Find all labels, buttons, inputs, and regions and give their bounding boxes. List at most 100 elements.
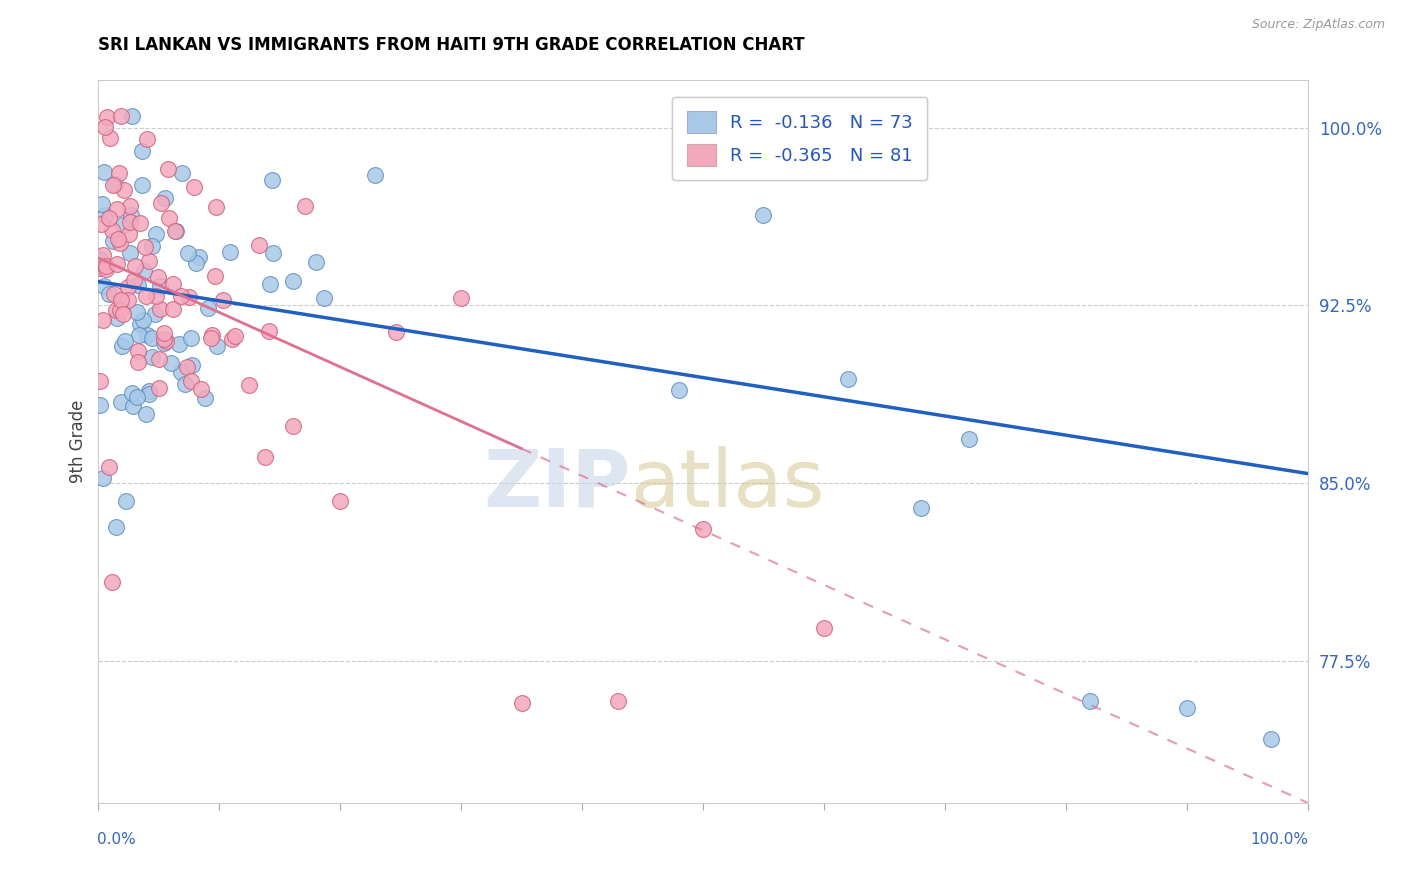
Point [91, 197, 114, 211]
Point [141, 239, 163, 253]
Point [128, 216, 150, 230]
Point [201, 328, 224, 343]
Point [1175, 701, 1198, 715]
Point [138, 254, 160, 268]
Point [1260, 731, 1282, 746]
Point [155, 334, 177, 348]
Point [145, 227, 167, 241]
Point [813, 621, 835, 635]
Point [97, 286, 120, 301]
Text: Source: ZipAtlas.com: Source: ZipAtlas.com [1251, 18, 1385, 31]
Point [94, 120, 117, 134]
Point [173, 376, 195, 391]
Point [281, 274, 304, 288]
Point [89, 398, 111, 412]
Point [122, 399, 145, 413]
Point [127, 277, 149, 292]
Point [96, 110, 118, 124]
Point [219, 244, 242, 259]
Point [124, 259, 146, 273]
Point [143, 307, 166, 321]
Point [186, 256, 208, 270]
Point [165, 224, 187, 238]
Point [118, 227, 141, 242]
Point [138, 384, 160, 399]
Point [134, 263, 156, 277]
Point [97, 211, 120, 226]
Point [112, 183, 135, 197]
Point [108, 302, 131, 317]
Point [121, 386, 143, 401]
Point [254, 450, 277, 464]
Point [103, 287, 125, 301]
Point [149, 195, 172, 210]
Point [165, 224, 187, 238]
Point [510, 696, 533, 710]
Point [176, 360, 198, 375]
Point [247, 237, 270, 252]
Point [89, 374, 111, 388]
Point [188, 250, 211, 264]
Point [90, 217, 112, 231]
Point [153, 332, 176, 346]
Text: SRI LANKAN VS IMMIGRANTS FROM HAITI 9TH GRADE CORRELATION CHART: SRI LANKAN VS IMMIGRANTS FROM HAITI 9TH … [98, 36, 806, 54]
Point [114, 334, 136, 348]
Point [111, 307, 134, 321]
Text: atlas: atlas [630, 446, 825, 524]
Point [262, 245, 284, 260]
Point [91, 248, 114, 262]
Point [607, 694, 630, 708]
Point [141, 350, 163, 364]
Point [837, 372, 859, 386]
Point [153, 191, 176, 205]
Point [162, 301, 184, 316]
Point [224, 329, 246, 343]
Point [117, 280, 139, 294]
Point [167, 336, 190, 351]
Point [160, 356, 183, 370]
Point [204, 268, 226, 283]
Point [136, 132, 159, 146]
Point [257, 324, 280, 338]
Point [104, 520, 127, 534]
Point [105, 303, 128, 318]
Point [157, 162, 180, 177]
Point [89, 252, 111, 266]
Point [385, 325, 408, 339]
Point [94, 208, 117, 222]
Point [149, 302, 172, 317]
Point [110, 293, 132, 307]
Point [138, 386, 160, 401]
Point [752, 208, 775, 222]
Point [98, 131, 121, 145]
Point [205, 339, 228, 353]
Point [450, 291, 472, 305]
Point [148, 381, 170, 395]
Point [124, 273, 146, 287]
Point [128, 327, 150, 342]
Point [177, 245, 200, 260]
Point [117, 293, 139, 308]
Point [170, 166, 193, 180]
Point [259, 277, 281, 291]
Point [692, 522, 714, 536]
Point [305, 254, 328, 268]
Text: 0.0%: 0.0% [97, 831, 136, 847]
Point [134, 407, 156, 421]
Point [204, 200, 226, 214]
Point [129, 317, 152, 331]
Point [132, 313, 155, 327]
Point [141, 331, 163, 345]
Point [120, 215, 142, 229]
Point [107, 232, 129, 246]
Point [105, 256, 128, 270]
Point [93, 279, 115, 293]
Point [108, 166, 131, 180]
Point [148, 351, 170, 366]
Point [314, 291, 336, 305]
Point [131, 144, 153, 158]
Point [121, 208, 143, 222]
Point [183, 180, 205, 194]
Point [127, 304, 149, 318]
Point [149, 278, 172, 293]
